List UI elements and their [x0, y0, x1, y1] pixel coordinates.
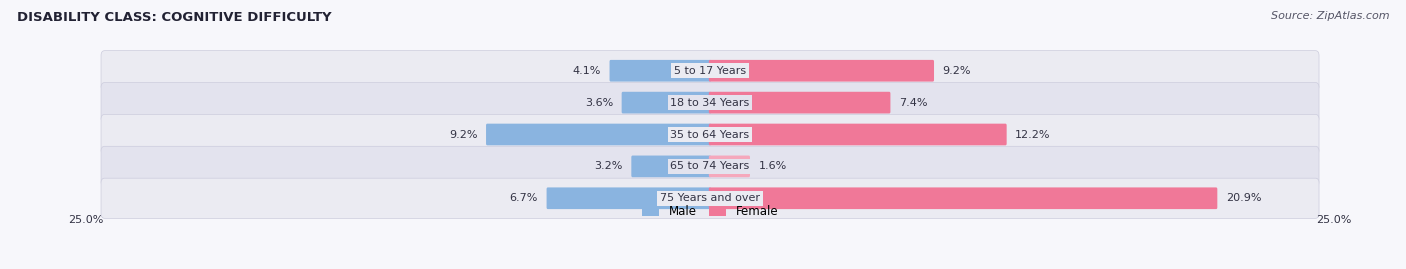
- FancyBboxPatch shape: [101, 146, 1319, 186]
- Text: 4.1%: 4.1%: [572, 66, 602, 76]
- Text: 75 Years and over: 75 Years and over: [659, 193, 761, 203]
- Text: 6.7%: 6.7%: [510, 193, 538, 203]
- FancyBboxPatch shape: [709, 60, 934, 82]
- Text: 1.6%: 1.6%: [758, 161, 787, 171]
- FancyBboxPatch shape: [709, 155, 749, 177]
- Text: 9.2%: 9.2%: [449, 129, 478, 140]
- FancyBboxPatch shape: [610, 60, 711, 82]
- Text: Source: ZipAtlas.com: Source: ZipAtlas.com: [1271, 11, 1389, 21]
- Text: 18 to 34 Years: 18 to 34 Years: [671, 98, 749, 108]
- Text: 25.0%: 25.0%: [1316, 215, 1351, 225]
- Legend: Male, Female: Male, Female: [641, 205, 779, 218]
- Text: 9.2%: 9.2%: [942, 66, 972, 76]
- FancyBboxPatch shape: [631, 155, 711, 177]
- Text: 3.2%: 3.2%: [595, 161, 623, 171]
- Text: 5 to 17 Years: 5 to 17 Years: [673, 66, 747, 76]
- FancyBboxPatch shape: [101, 83, 1319, 123]
- Text: 20.9%: 20.9%: [1226, 193, 1261, 203]
- FancyBboxPatch shape: [101, 178, 1319, 218]
- Text: 12.2%: 12.2%: [1015, 129, 1050, 140]
- FancyBboxPatch shape: [709, 187, 1218, 209]
- Text: 25.0%: 25.0%: [69, 215, 104, 225]
- FancyBboxPatch shape: [101, 51, 1319, 91]
- FancyBboxPatch shape: [709, 92, 890, 114]
- FancyBboxPatch shape: [547, 187, 711, 209]
- Text: 65 to 74 Years: 65 to 74 Years: [671, 161, 749, 171]
- Text: 3.6%: 3.6%: [585, 98, 613, 108]
- FancyBboxPatch shape: [486, 124, 711, 145]
- Text: 35 to 64 Years: 35 to 64 Years: [671, 129, 749, 140]
- Text: DISABILITY CLASS: COGNITIVE DIFFICULTY: DISABILITY CLASS: COGNITIVE DIFFICULTY: [17, 11, 332, 24]
- FancyBboxPatch shape: [621, 92, 711, 114]
- FancyBboxPatch shape: [101, 114, 1319, 155]
- Text: 7.4%: 7.4%: [898, 98, 928, 108]
- FancyBboxPatch shape: [709, 124, 1007, 145]
